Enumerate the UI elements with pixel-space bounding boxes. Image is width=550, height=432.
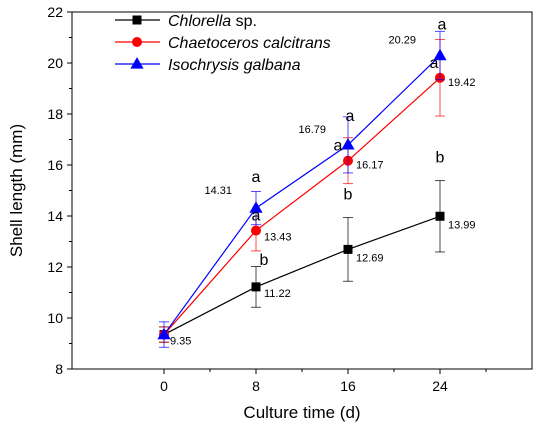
significance-letter: b (260, 252, 269, 269)
legend-label: Chlorella sp. (168, 13, 257, 30)
y-tick-label: 18 (47, 106, 63, 122)
series-line (163, 55, 441, 335)
y-tick-label: 8 (55, 361, 63, 377)
y-tick-label: 16 (47, 157, 63, 173)
significance-letter: b (436, 149, 445, 166)
value-label: 9.35 (170, 336, 191, 348)
legend-label: Chaetoceros calcitrans (168, 35, 331, 52)
data-point (251, 225, 261, 236)
y-axis-label: Shell length (mm) (7, 124, 26, 257)
x-tick-label: 24 (432, 378, 448, 394)
series-1 (159, 39, 445, 343)
significance-letter: a (334, 138, 343, 155)
value-label: 11.22 (264, 288, 291, 300)
x-tick-label: 8 (252, 378, 260, 394)
data-point (341, 138, 355, 150)
value-label: 14.31 (204, 185, 232, 197)
value-label: 16.79 (298, 124, 326, 136)
data-point (157, 327, 171, 340)
legend-marker (130, 57, 144, 69)
value-label: 20.29 (388, 35, 416, 47)
significance-letter: a (252, 169, 261, 186)
legend-label: Isochrysis galbana (168, 57, 301, 74)
series-line (163, 215, 441, 336)
data-point (433, 48, 447, 61)
value-label: 13.43 (264, 232, 292, 244)
legend-marker (132, 15, 142, 25)
data-point (435, 211, 445, 221)
x-tick-label: 0 (160, 378, 168, 394)
significance-letter: a (346, 108, 355, 125)
series-0 (159, 180, 445, 343)
legend: Chlorella sp. Chaetoceros calcitrans Isoch… (115, 13, 331, 74)
value-label: 13.99 (448, 219, 476, 231)
legend-species-suffix: sp. (231, 13, 257, 30)
value-label: 12.69 (356, 252, 384, 264)
legend-species-name: Chaetoceros calcitrans (168, 35, 331, 52)
data-point (251, 282, 261, 292)
legend-marker (132, 37, 142, 47)
y-tick-label: 20 (47, 55, 63, 71)
legend-species-name: Chlorella (168, 13, 231, 30)
significance-letter: a (430, 55, 439, 72)
series-2 (157, 30, 447, 348)
significance-letter: a (438, 17, 447, 34)
legend-item: Isochrysis galbana (115, 57, 301, 74)
y-tick-label: 12 (47, 259, 63, 275)
legend-item: Chlorella sp. (115, 13, 257, 30)
series-line (163, 77, 441, 335)
data-point (249, 201, 263, 213)
value-label: 19.42 (448, 77, 476, 89)
axis-ticks: 8 10 12 14 16 18 20 22 0 8 16 24 (47, 4, 487, 394)
significance-letter: a (252, 208, 261, 225)
significance-letter: b (344, 186, 353, 203)
x-axis-label: Culture time (d) (243, 403, 360, 422)
x-tick-label: 16 (340, 378, 356, 394)
data-point (343, 244, 353, 254)
y-tick-label: 22 (47, 4, 63, 20)
value-label: 16.17 (356, 160, 384, 172)
legend-species-name: Isochrysis galbana (168, 57, 301, 74)
y-tick-label: 14 (47, 208, 63, 224)
legend-item: Chaetoceros calcitrans (115, 35, 331, 52)
y-tick-label: 10 (47, 310, 63, 326)
